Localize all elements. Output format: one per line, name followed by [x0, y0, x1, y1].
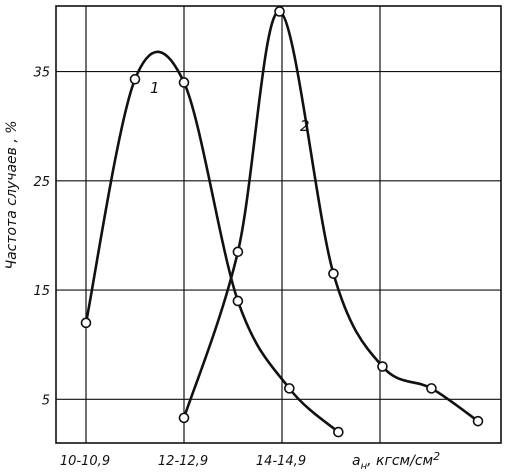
series-2-line [182, 10, 480, 423]
x-tick-label: 12-12,9 [158, 454, 208, 469]
x-axis-subscript: н [361, 461, 368, 472]
x-axis-symbol: a [352, 453, 361, 469]
tick-labels: 5 15 25 35 10-10,9 12-12,9 14-14,9 [33, 66, 306, 469]
grid [56, 6, 501, 443]
series-2-point [274, 6, 285, 17]
plot-frame [55, 5, 502, 444]
x-axis-superscript: 2 [433, 450, 440, 463]
y-tick-label: 15 [33, 284, 50, 299]
x-axis-unit: , кгсм/см [367, 453, 433, 469]
series-2-point [426, 383, 437, 394]
series-label-2: 2 [300, 117, 310, 135]
series-2-point [472, 415, 484, 427]
series-1-point [129, 73, 141, 85]
x-tick-label: 10-10,9 [60, 454, 110, 469]
series-1-point [333, 426, 344, 438]
x-axis-label: aн, кгсм/см2 [352, 450, 440, 472]
x-tick-label: 14-14,9 [256, 454, 306, 469]
series-2-point [328, 268, 339, 279]
series-1-point [80, 317, 92, 329]
series-1-point [178, 77, 190, 88]
series-1-point [284, 383, 295, 394]
y-tick-label: 5 [42, 393, 50, 408]
series-2-point [178, 412, 190, 424]
y-tick-label: 35 [33, 66, 50, 81]
y-tick-label: 25 [33, 175, 50, 190]
series-2-point [232, 246, 244, 258]
series-2-point [377, 361, 388, 372]
data-points [80, 6, 484, 438]
series-label-1: 1 [150, 79, 160, 97]
series-1-point [232, 295, 244, 307]
y-axis-label: Частота случаев , % [4, 120, 20, 269]
series-1-line [84, 50, 340, 434]
